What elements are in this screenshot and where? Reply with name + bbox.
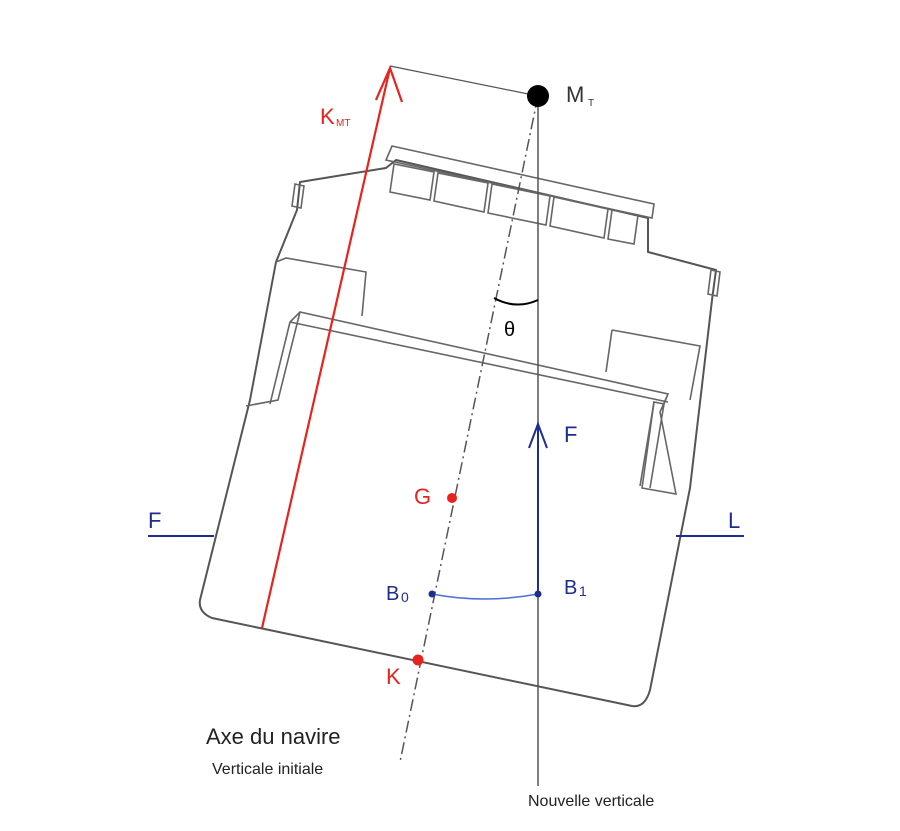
new-vertical-caption: Nouvelle verticale bbox=[528, 793, 654, 810]
kmt-arrow bbox=[260, 65, 539, 629]
ship-axis-line bbox=[399, 95, 539, 763]
initial-vertical-caption: Verticale initiale bbox=[212, 761, 323, 778]
b1-label: B bbox=[564, 577, 577, 599]
waterline-left-label: F bbox=[148, 508, 161, 533]
ship-hull bbox=[198, 145, 721, 708]
post-left bbox=[291, 183, 305, 209]
metacenter-point bbox=[527, 85, 549, 107]
theta-arc bbox=[493, 297, 539, 306]
b1-subscript: 1 bbox=[579, 583, 587, 599]
gravity-point bbox=[447, 493, 457, 503]
deck-house bbox=[384, 145, 655, 219]
b0-subscript: 0 bbox=[401, 589, 409, 605]
kmt-label: K bbox=[320, 104, 335, 129]
keel-point bbox=[412, 654, 424, 666]
gravity-label: G bbox=[414, 484, 431, 509]
waterline: F L bbox=[148, 508, 744, 537]
bridge-windows bbox=[389, 163, 639, 245]
ship-axis-caption: Axe du navire bbox=[206, 724, 341, 749]
buoyancy-arrow bbox=[528, 421, 548, 594]
b1-point bbox=[534, 590, 542, 598]
hull-outline bbox=[198, 159, 717, 708]
metacenter-subscript: T bbox=[588, 98, 594, 109]
kmt-subscript: MT bbox=[336, 118, 350, 129]
kmt-top-connector bbox=[389, 65, 539, 97]
post-right bbox=[707, 269, 721, 297]
buoyancy-shift-arc bbox=[431, 593, 539, 600]
force-label: F bbox=[564, 422, 577, 447]
waterline-right-label: L bbox=[728, 508, 740, 533]
b0-label: B bbox=[386, 583, 399, 605]
metacenter-label: M bbox=[566, 82, 584, 107]
b0-point bbox=[428, 590, 436, 598]
inner-deck bbox=[289, 311, 678, 495]
theta-label: θ bbox=[504, 319, 515, 341]
keel-label: K bbox=[386, 664, 401, 689]
